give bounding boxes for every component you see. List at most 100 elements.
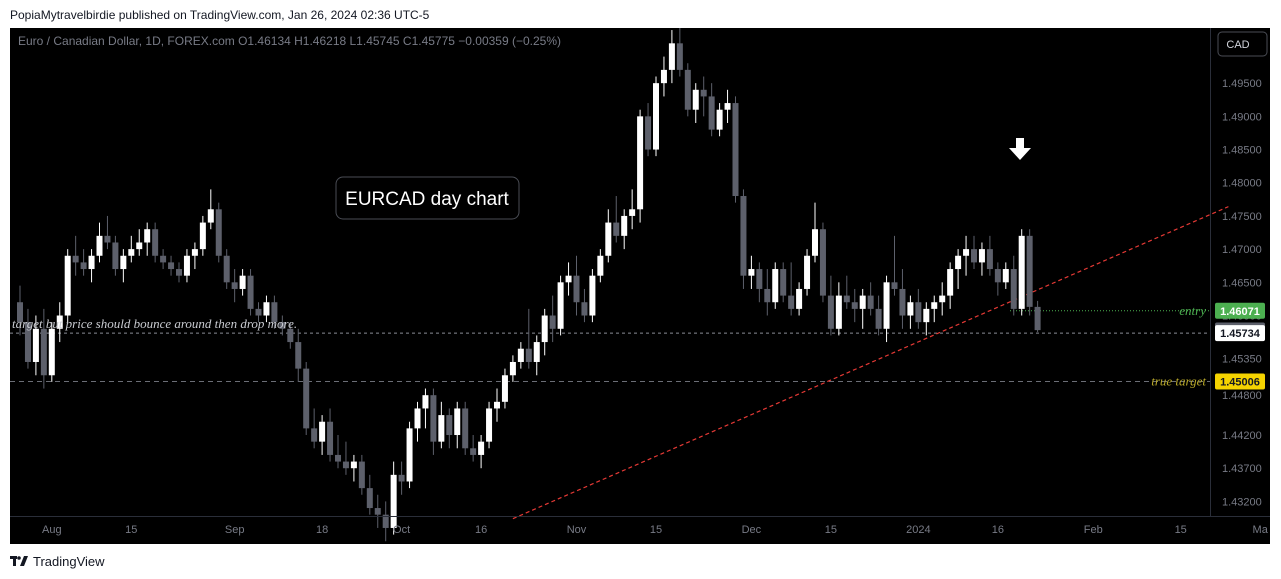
candle-body bbox=[287, 328, 294, 343]
candle bbox=[191, 242, 198, 270]
candle bbox=[160, 249, 167, 270]
candle bbox=[176, 262, 182, 283]
candle bbox=[645, 103, 652, 157]
annotation-box[interactable]: EURCAD day chart bbox=[335, 176, 520, 220]
candle bbox=[358, 454, 365, 495]
candle bbox=[963, 235, 970, 276]
candle bbox=[454, 401, 461, 449]
candle-body bbox=[986, 249, 993, 270]
candle bbox=[32, 315, 39, 376]
candle bbox=[891, 235, 898, 296]
footer-brand[interactable]: TradingView bbox=[10, 552, 105, 570]
candle-body bbox=[978, 249, 985, 263]
currency-button[interactable]: CAD bbox=[1217, 31, 1268, 57]
candle-body bbox=[923, 308, 930, 323]
currency-button-label: CAD bbox=[1226, 39, 1249, 51]
candle-body bbox=[430, 395, 437, 442]
candle bbox=[478, 435, 485, 469]
candle-body bbox=[541, 315, 548, 343]
candle-body bbox=[748, 269, 755, 276]
candle-body bbox=[804, 255, 811, 289]
candle-body bbox=[17, 302, 23, 323]
candle-body bbox=[366, 488, 373, 509]
candle-body bbox=[295, 342, 302, 369]
candle-body bbox=[382, 514, 389, 528]
candle bbox=[414, 401, 421, 442]
candle-body bbox=[517, 348, 524, 362]
candle bbox=[1034, 300, 1041, 333]
candle-body bbox=[915, 302, 922, 323]
candle-body bbox=[168, 262, 175, 270]
x-tick-label: Sep bbox=[225, 524, 245, 536]
candle-body bbox=[819, 229, 826, 296]
candle bbox=[668, 30, 675, 84]
candle-body bbox=[239, 275, 246, 289]
candle bbox=[565, 262, 572, 296]
candle-body bbox=[406, 428, 413, 482]
candle bbox=[796, 282, 803, 316]
candle bbox=[1018, 229, 1025, 316]
candle bbox=[279, 315, 286, 336]
candle-body bbox=[732, 103, 739, 197]
candle bbox=[851, 288, 858, 323]
candle-body bbox=[215, 209, 222, 256]
candle bbox=[772, 262, 779, 309]
candle bbox=[764, 269, 771, 316]
candle-body bbox=[1002, 269, 1009, 283]
candle-body bbox=[1026, 235, 1033, 307]
candle bbox=[168, 255, 175, 276]
symbol-line: Euro / Canadian Dollar, 1D, FOREX.com O1… bbox=[18, 34, 561, 48]
candle-body bbox=[772, 269, 779, 303]
candle bbox=[549, 295, 556, 343]
candle bbox=[804, 249, 811, 296]
x-tick-label: 15 bbox=[125, 524, 137, 536]
candle-body bbox=[454, 408, 461, 436]
candle bbox=[128, 235, 135, 263]
candle bbox=[589, 269, 596, 323]
candle bbox=[72, 235, 79, 276]
candle bbox=[366, 474, 373, 515]
candle-body bbox=[533, 342, 540, 362]
candle bbox=[462, 401, 469, 455]
candle-body bbox=[398, 474, 405, 482]
candle bbox=[923, 302, 930, 336]
candle-body bbox=[740, 196, 747, 276]
candle bbox=[311, 408, 318, 449]
candle bbox=[971, 235, 977, 270]
candle-body bbox=[645, 116, 652, 150]
candle bbox=[819, 222, 826, 303]
y-tick-label: 1.46500 bbox=[1222, 277, 1262, 289]
candle-body bbox=[486, 408, 493, 442]
entry-price-tag-label: 1.46071 bbox=[1220, 306, 1260, 318]
candle-body bbox=[867, 295, 874, 309]
candle bbox=[295, 328, 302, 382]
chart-frame[interactable]: entry true target target but price should… bbox=[10, 28, 1270, 544]
candlestick-chart[interactable]: entry true target target but price should… bbox=[10, 28, 1270, 544]
candle bbox=[541, 308, 548, 356]
candle-body bbox=[223, 255, 230, 283]
y-tick-label: 1.47000 bbox=[1222, 244, 1262, 256]
candle bbox=[994, 262, 1001, 296]
candle-body bbox=[660, 69, 667, 84]
y-tick-label: 1.45350 bbox=[1222, 354, 1262, 366]
trendline[interactable] bbox=[512, 206, 1229, 520]
y-tick-label: 1.48500 bbox=[1222, 145, 1262, 157]
candle-body bbox=[676, 43, 683, 70]
candle-body bbox=[756, 269, 763, 289]
candle-body bbox=[605, 222, 612, 256]
candle bbox=[748, 255, 755, 289]
candle bbox=[883, 275, 890, 343]
candle-body bbox=[692, 89, 699, 110]
candle-body bbox=[931, 302, 938, 309]
candle bbox=[501, 368, 508, 409]
candle bbox=[239, 269, 246, 296]
candle-body bbox=[120, 255, 127, 270]
candle bbox=[183, 249, 190, 283]
candle bbox=[581, 288, 588, 323]
y-tick-label: 1.49500 bbox=[1222, 78, 1262, 90]
candle-body bbox=[573, 275, 580, 303]
candle bbox=[525, 308, 532, 369]
candle bbox=[573, 255, 580, 316]
candle bbox=[486, 401, 493, 449]
candle-body bbox=[621, 215, 628, 236]
